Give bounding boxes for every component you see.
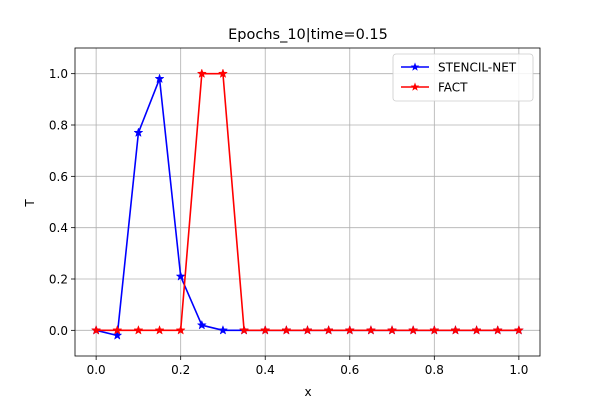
data-point [217,68,229,78]
data-point [133,127,144,138]
data-point [217,324,229,335]
x-tick-label: 1.0 [509,363,528,377]
legend-marker [410,82,420,91]
legend-box [392,53,534,102]
y-axis-label: T [23,199,37,208]
legend-marker [410,62,420,71]
y-tick-label: 0.6 [49,170,68,184]
series-fact [91,68,524,335]
legend-label: STENCIL-NET [438,61,517,75]
y-tick-label: 0.0 [49,324,68,338]
data-point [112,330,123,340]
data-point [302,325,313,335]
data-point [133,325,144,335]
data-point [91,324,102,335]
legend: STENCIL-NET FACT [392,53,534,102]
data-point [408,324,419,335]
x-tick-label: 0.6 [340,363,359,377]
data-point [154,73,165,84]
data-point [344,324,355,335]
data-point [281,324,292,335]
data-point [260,324,271,335]
data-point [196,68,207,78]
data-point [112,324,123,335]
data-point [175,271,186,281]
data-point [175,324,186,335]
data-point [471,325,482,335]
data-point [492,324,503,335]
y-tick-label: 0.4 [49,221,68,235]
data-point [239,325,250,335]
data-point [513,324,524,335]
x-tick-label: 0.2 [171,363,190,377]
chart-title: Epochs_10|time=0.15 [228,27,388,43]
y-tick-label: 0.2 [49,273,68,287]
y-tick-label: 0.8 [49,119,68,133]
data-point [450,324,461,335]
data-point [429,324,440,335]
x-tick-label: 0.4 [256,363,275,377]
data-point [323,324,334,335]
x-tick-label: 0.0 [87,363,106,377]
series-layer [91,68,524,340]
plot-frame [74,47,541,357]
data-point [154,324,165,335]
data-point [386,324,398,335]
tick-layer: 0.0 0.2 0.4 0.6 0.8 1.0 0.0 0.2 0.4 0.6 0.8 1.0 [49,67,529,377]
x-axis-label: x [304,385,311,399]
x-tick-label: 0.8 [425,363,444,377]
data-point [196,319,207,330]
data-point [365,325,376,335]
y-tick-label: 1.0 [49,67,68,81]
grid-layer [75,48,540,356]
legend-label: FACT [438,81,468,95]
